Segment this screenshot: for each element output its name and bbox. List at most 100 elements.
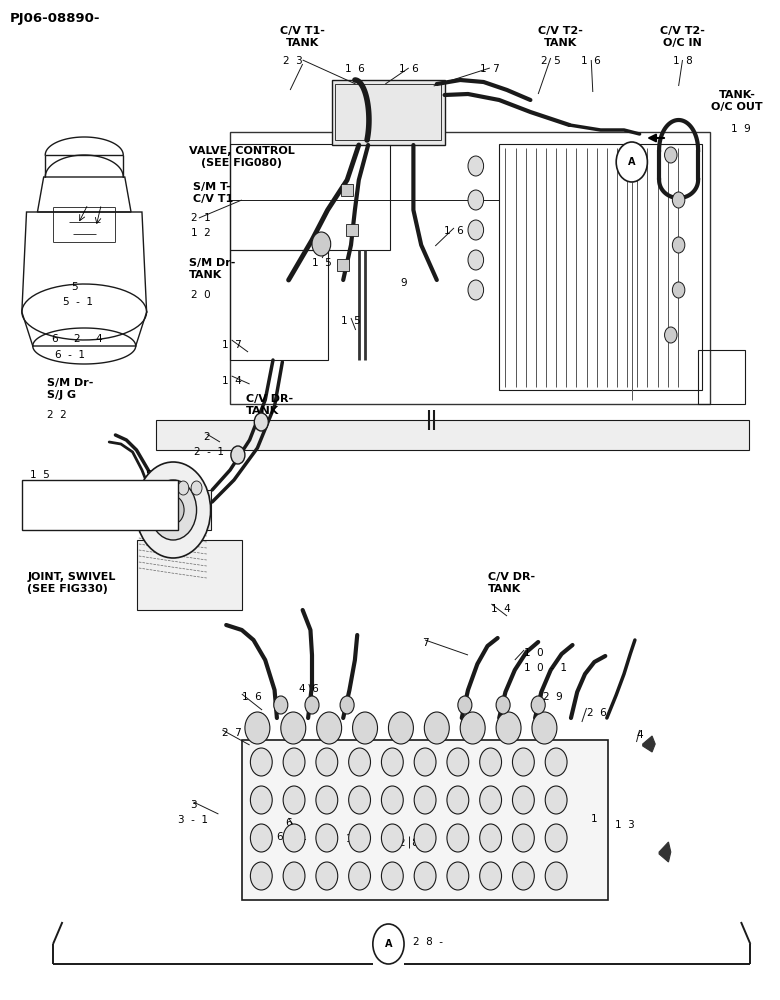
Text: 3: 3 xyxy=(190,800,197,810)
Circle shape xyxy=(316,824,338,852)
Circle shape xyxy=(349,748,370,776)
Circle shape xyxy=(460,712,485,744)
Text: 8  -: 8 - xyxy=(140,486,157,496)
Polygon shape xyxy=(156,420,749,450)
Circle shape xyxy=(512,824,534,852)
Polygon shape xyxy=(242,740,608,900)
Text: A: A xyxy=(628,157,636,167)
Polygon shape xyxy=(346,224,358,236)
Text: 6: 6 xyxy=(51,334,58,344)
Circle shape xyxy=(468,156,484,176)
Circle shape xyxy=(512,748,534,776)
Text: MOTOR, SWING
(SEE FIG074): MOTOR, SWING (SEE FIG074) xyxy=(27,488,124,510)
Text: S/M Dr-
S/J G: S/M Dr- S/J G xyxy=(47,378,93,400)
Text: 1  2: 1 2 xyxy=(191,228,211,238)
Text: 2  6: 2 6 xyxy=(587,708,606,718)
Circle shape xyxy=(480,824,502,852)
Circle shape xyxy=(616,142,647,182)
Text: 1  7: 1 7 xyxy=(480,64,500,74)
Circle shape xyxy=(447,862,469,890)
Circle shape xyxy=(283,786,305,814)
Circle shape xyxy=(317,712,342,744)
Circle shape xyxy=(496,696,510,714)
Circle shape xyxy=(147,481,158,495)
Text: 6: 6 xyxy=(285,818,292,828)
Circle shape xyxy=(283,824,305,852)
Circle shape xyxy=(162,481,173,495)
Circle shape xyxy=(468,220,484,240)
Circle shape xyxy=(512,862,534,890)
Circle shape xyxy=(274,696,288,714)
Text: 2  5: 2 5 xyxy=(541,56,561,66)
Circle shape xyxy=(665,147,677,163)
Circle shape xyxy=(480,786,502,814)
Text: JOINT, SWIVEL
(SEE FIG330): JOINT, SWIVEL (SEE FIG330) xyxy=(27,572,115,594)
Circle shape xyxy=(545,862,567,890)
Circle shape xyxy=(191,481,202,495)
Circle shape xyxy=(458,696,472,714)
Circle shape xyxy=(349,824,370,852)
Circle shape xyxy=(381,748,403,776)
Circle shape xyxy=(305,696,319,714)
Bar xyxy=(22,480,178,530)
Circle shape xyxy=(150,480,197,540)
Circle shape xyxy=(480,862,502,890)
Text: C/V T1-
TANK: C/V T1- TANK xyxy=(280,26,325,48)
Text: 6  -  1: 6 - 1 xyxy=(55,350,85,360)
Circle shape xyxy=(250,862,272,890)
Text: VALVE, CONTROL
(SEE FIG080): VALVE, CONTROL (SEE FIG080) xyxy=(189,146,295,168)
Text: 2  7: 2 7 xyxy=(222,728,242,738)
Text: 1  6: 1 6 xyxy=(581,56,601,66)
Text: 1  8: 1 8 xyxy=(672,56,693,66)
Circle shape xyxy=(545,748,567,776)
Polygon shape xyxy=(136,490,211,530)
Text: 4: 4 xyxy=(95,334,101,344)
Circle shape xyxy=(496,712,521,744)
Text: C/V DR-
TANK: C/V DR- TANK xyxy=(246,394,292,416)
Circle shape xyxy=(254,413,268,431)
Polygon shape xyxy=(332,80,445,145)
Circle shape xyxy=(373,924,404,964)
Circle shape xyxy=(231,446,245,464)
Text: A: A xyxy=(385,939,392,949)
Circle shape xyxy=(665,327,677,343)
Polygon shape xyxy=(341,184,353,196)
Text: 1  6: 1 6 xyxy=(399,64,419,74)
Text: 3  -  1: 3 - 1 xyxy=(179,815,208,825)
Text: 1: 1 xyxy=(452,838,458,848)
Text: C/V T2-
O/C IN: C/V T2- O/C IN xyxy=(660,26,705,48)
Text: 1  5: 1 5 xyxy=(30,470,49,480)
Circle shape xyxy=(672,282,685,298)
Text: 2  2: 2 2 xyxy=(47,410,66,420)
Text: 2: 2 xyxy=(204,432,210,442)
Circle shape xyxy=(672,192,685,208)
Text: PJ06-08890-: PJ06-08890- xyxy=(9,12,100,25)
Text: 2  8: 2 8 xyxy=(399,838,419,848)
Circle shape xyxy=(388,712,413,744)
Circle shape xyxy=(162,496,184,524)
Circle shape xyxy=(349,786,370,814)
Circle shape xyxy=(353,712,378,744)
Circle shape xyxy=(414,786,436,814)
Circle shape xyxy=(447,824,469,852)
Circle shape xyxy=(545,786,567,814)
Circle shape xyxy=(312,232,331,256)
Circle shape xyxy=(468,190,484,210)
Circle shape xyxy=(424,712,449,744)
Text: 1  3: 1 3 xyxy=(615,820,635,830)
Text: 1  5: 1 5 xyxy=(341,316,361,326)
Circle shape xyxy=(349,862,370,890)
Circle shape xyxy=(283,748,305,776)
Circle shape xyxy=(512,786,534,814)
Text: TANK-
O/C OUT: TANK- O/C OUT xyxy=(711,90,763,112)
Circle shape xyxy=(381,862,403,890)
Circle shape xyxy=(468,280,484,300)
Circle shape xyxy=(414,748,436,776)
Polygon shape xyxy=(659,842,671,862)
Circle shape xyxy=(545,824,567,852)
Text: 1  4: 1 4 xyxy=(222,376,242,386)
Text: 2  9: 2 9 xyxy=(543,692,562,702)
Text: 2  -  1: 2 - 1 xyxy=(194,447,224,457)
Circle shape xyxy=(250,824,272,852)
Text: 1  9: 1 9 xyxy=(731,124,751,134)
